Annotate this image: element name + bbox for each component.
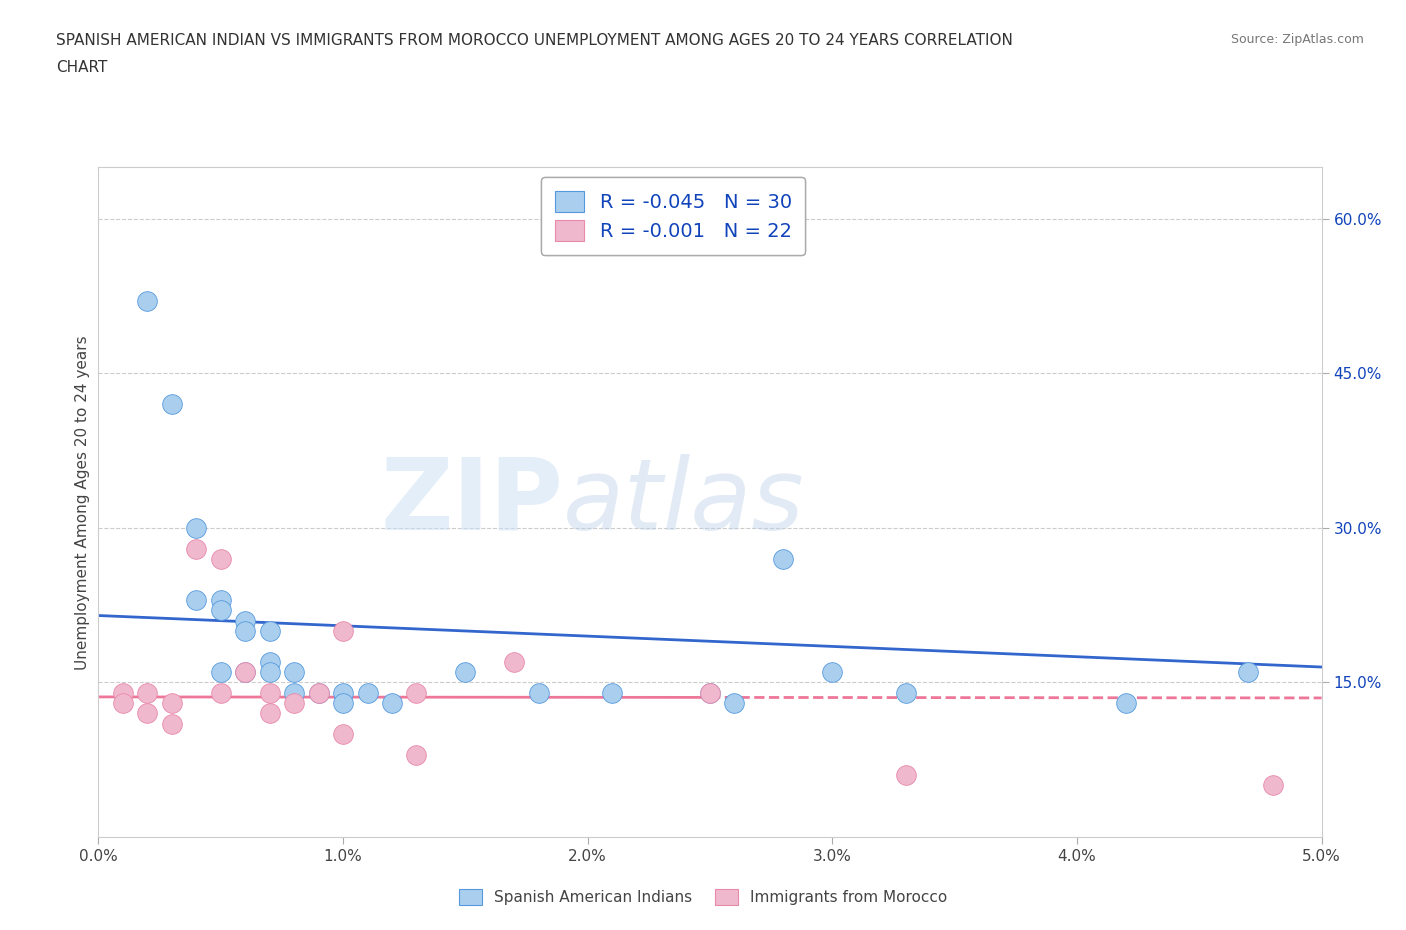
- Immigrants from Morocco: [259, 706, 281, 721]
- Spanish American Indians: [209, 665, 232, 680]
- Immigrants from Morocco: [503, 655, 526, 670]
- Text: Source: ZipAtlas.com: Source: ZipAtlas.com: [1230, 33, 1364, 46]
- Spanish American Indians: [894, 685, 917, 700]
- Immigrants from Morocco: [209, 551, 232, 566]
- Spanish American Indians: [772, 551, 794, 566]
- Spanish American Indians: [699, 685, 721, 700]
- Text: CHART: CHART: [56, 60, 108, 75]
- Immigrants from Morocco: [160, 696, 183, 711]
- Legend: R = -0.045   N = 30, R = -0.001   N = 22: R = -0.045 N = 30, R = -0.001 N = 22: [541, 177, 806, 255]
- Immigrants from Morocco: [233, 665, 256, 680]
- Spanish American Indians: [1115, 696, 1137, 711]
- Spanish American Indians: [283, 665, 305, 680]
- Spanish American Indians: [259, 623, 281, 638]
- Immigrants from Morocco: [111, 685, 134, 700]
- Spanish American Indians: [600, 685, 623, 700]
- Text: ZIP: ZIP: [381, 454, 564, 551]
- Spanish American Indians: [723, 696, 745, 711]
- Spanish American Indians: [259, 665, 281, 680]
- Text: atlas: atlas: [564, 454, 804, 551]
- Y-axis label: Unemployment Among Ages 20 to 24 years: Unemployment Among Ages 20 to 24 years: [75, 335, 90, 670]
- Spanish American Indians: [381, 696, 404, 711]
- Immigrants from Morocco: [136, 685, 159, 700]
- Immigrants from Morocco: [405, 685, 427, 700]
- Spanish American Indians: [136, 294, 159, 309]
- Immigrants from Morocco: [186, 541, 208, 556]
- Immigrants from Morocco: [209, 685, 232, 700]
- Spanish American Indians: [821, 665, 844, 680]
- Spanish American Indians: [259, 655, 281, 670]
- Immigrants from Morocco: [332, 623, 354, 638]
- Spanish American Indians: [527, 685, 550, 700]
- Immigrants from Morocco: [111, 696, 134, 711]
- Spanish American Indians: [233, 623, 256, 638]
- Spanish American Indians: [332, 696, 354, 711]
- Spanish American Indians: [233, 665, 256, 680]
- Spanish American Indians: [209, 603, 232, 618]
- Spanish American Indians: [332, 685, 354, 700]
- Immigrants from Morocco: [894, 768, 917, 783]
- Immigrants from Morocco: [160, 716, 183, 731]
- Spanish American Indians: [186, 592, 208, 607]
- Spanish American Indians: [233, 613, 256, 628]
- Spanish American Indians: [1237, 665, 1260, 680]
- Immigrants from Morocco: [699, 685, 721, 700]
- Immigrants from Morocco: [259, 685, 281, 700]
- Immigrants from Morocco: [283, 696, 305, 711]
- Spanish American Indians: [209, 592, 232, 607]
- Text: SPANISH AMERICAN INDIAN VS IMMIGRANTS FROM MOROCCO UNEMPLOYMENT AMONG AGES 20 TO: SPANISH AMERICAN INDIAN VS IMMIGRANTS FR…: [56, 33, 1014, 47]
- Spanish American Indians: [160, 397, 183, 412]
- Spanish American Indians: [308, 685, 330, 700]
- Spanish American Indians: [356, 685, 378, 700]
- Immigrants from Morocco: [1261, 778, 1284, 793]
- Immigrants from Morocco: [308, 685, 330, 700]
- Immigrants from Morocco: [136, 706, 159, 721]
- Spanish American Indians: [454, 665, 477, 680]
- Legend: Spanish American Indians, Immigrants from Morocco: Spanish American Indians, Immigrants fro…: [451, 882, 955, 913]
- Spanish American Indians: [283, 685, 305, 700]
- Spanish American Indians: [186, 521, 208, 536]
- Immigrants from Morocco: [332, 726, 354, 741]
- Immigrants from Morocco: [405, 747, 427, 762]
